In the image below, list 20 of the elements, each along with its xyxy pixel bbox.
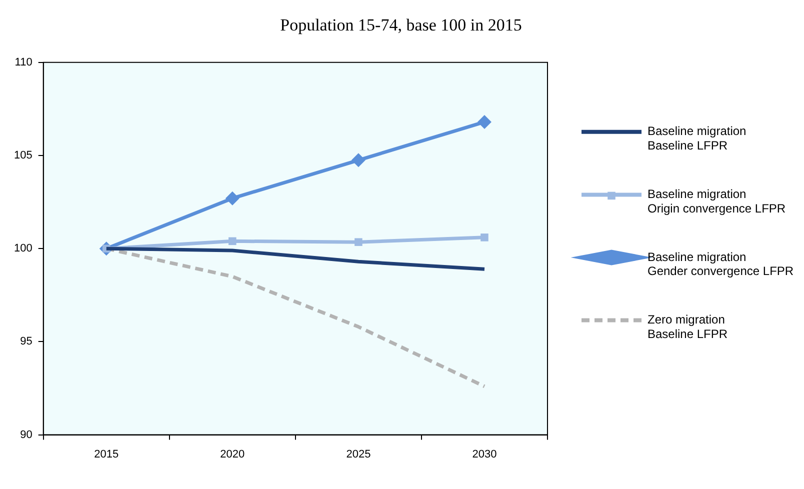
- point: [354, 238, 362, 246]
- x-tick-label: 2020: [220, 448, 245, 460]
- y-tick-label: 95: [20, 336, 32, 348]
- y-tick-label: 110: [14, 56, 32, 68]
- legend-label: Baseline migration Gender convergence LFPR: [648, 250, 794, 278]
- legend-label: Zero migration Baseline LFPR: [648, 312, 728, 342]
- x-tick-label: 2030: [472, 448, 497, 460]
- y-tick-label: 105: [14, 150, 32, 162]
- point: [480, 234, 488, 242]
- legend-label: Baseline migration Baseline LFPR: [648, 124, 746, 153]
- point: [228, 237, 236, 246]
- x-tick-label: 2025: [346, 448, 371, 460]
- y-tick-label: 100: [14, 242, 32, 255]
- point: [225, 191, 240, 206]
- x-tick-label: 2015: [94, 448, 119, 460]
- point: [351, 153, 366, 168]
- legend-label: Baseline migration Origin convergence LFPR: [648, 187, 786, 216]
- chart-title: Population 15-74, base 100 in 2015: [280, 16, 522, 35]
- point: [477, 114, 492, 129]
- y-tick-label: 90: [20, 428, 32, 441]
